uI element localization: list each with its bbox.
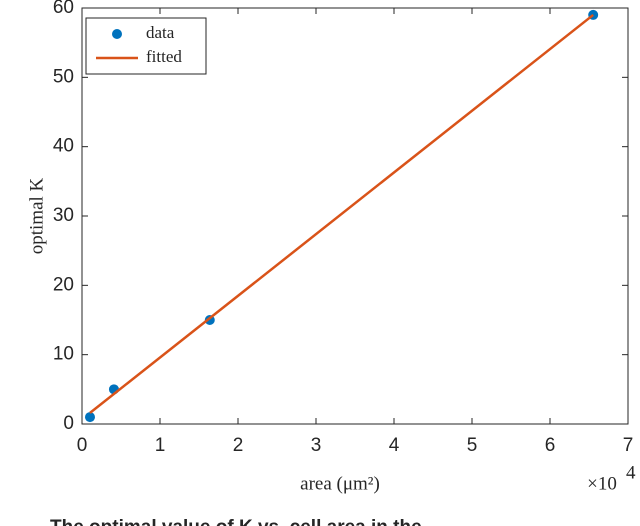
- x-tick-label: 1: [155, 435, 166, 456]
- legend-label: fitted: [146, 47, 182, 66]
- y-tick-label: 20: [53, 274, 74, 295]
- x-tick-label: 0: [77, 435, 88, 456]
- fitted-line: [89, 13, 594, 414]
- x-tick-label: 2: [233, 435, 244, 456]
- x-multiplier: ×10: [587, 473, 617, 494]
- x-tick-label: 4: [389, 435, 400, 456]
- y-axis-label: optimal K: [26, 177, 47, 254]
- x-tick-label: 3: [311, 435, 322, 456]
- legend-swatch: [112, 29, 122, 39]
- x-tick-label: 5: [467, 435, 478, 456]
- y-tick-label: 30: [53, 205, 74, 226]
- data-point: [84, 412, 95, 423]
- y-tick-label: 50: [53, 66, 74, 87]
- caption: The optimal value of K vs. cell area in …: [50, 517, 422, 526]
- x-multiplier-exponent: 4: [626, 462, 636, 483]
- y-tick-label: 60: [53, 0, 74, 18]
- x-tick-label: 6: [545, 435, 556, 456]
- y-tick-label: 0: [63, 413, 74, 434]
- y-tick-label: 40: [53, 136, 74, 157]
- y-tick-label: 10: [53, 344, 74, 365]
- x-axis-label: area (μm²): [300, 473, 380, 494]
- x-tick-label: 7: [623, 435, 634, 456]
- legend-box: [85, 17, 207, 75]
- legend-label: data: [146, 23, 175, 42]
